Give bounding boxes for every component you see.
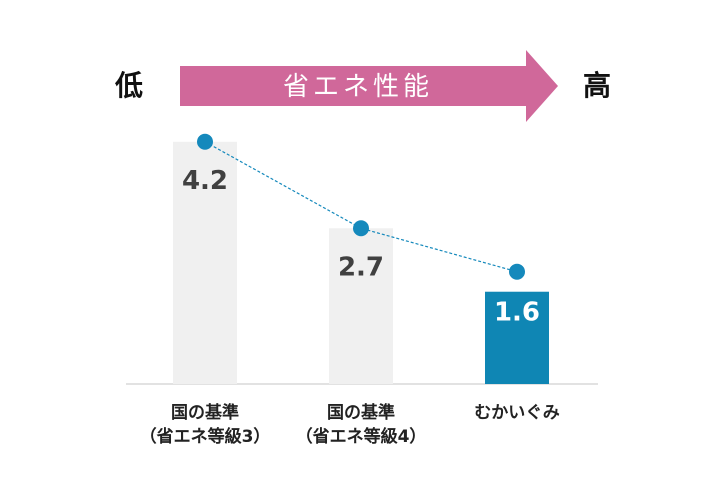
category-label-1-line-2: （省エネ等級3） <box>140 426 271 447</box>
value-label-3: 1.6 <box>494 298 540 328</box>
performance-arrow-icon <box>180 50 558 122</box>
trend-line <box>204 141 518 273</box>
trend-point-2 <box>353 220 369 237</box>
category-label-2-line-2: （省エネ等級4） <box>296 426 427 447</box>
value-label-2: 2.7 <box>338 252 384 282</box>
category-label-3-line-1: むかいぐみ <box>474 403 560 423</box>
category-label-2-line-1: 国の基準 <box>327 402 395 423</box>
low-label: 低 <box>114 69 143 102</box>
bar-3 <box>485 291 549 384</box>
category-label-1-line-1: 国の基準 <box>171 402 239 423</box>
bar-1 <box>173 141 237 384</box>
high-label: 高 <box>583 69 611 102</box>
trend-point-3 <box>509 263 525 280</box>
arrow-label: 省エネ性能 <box>283 72 433 102</box>
bar-2 <box>329 228 393 384</box>
value-label-1: 4.2 <box>182 166 228 196</box>
trend-point-1 <box>197 133 213 150</box>
